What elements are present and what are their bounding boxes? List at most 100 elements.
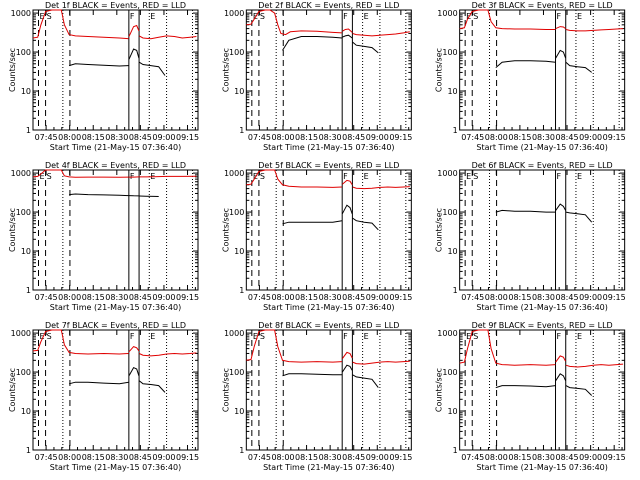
x-tick-label: 09:15	[603, 293, 626, 302]
x-axis-label: Start Time (21-May-15 07:36:40)	[263, 143, 394, 152]
y-tick-label: 100	[229, 208, 244, 217]
x-tick-label: 08:15	[82, 133, 105, 142]
series-events-line	[495, 60, 556, 68]
y-tick-label: 1000	[224, 169, 244, 178]
x-tick-label: 07:45	[461, 293, 484, 302]
series-lld-line	[139, 175, 197, 178]
panel-title: Det 9f BLACK = Events, RED = LLD	[472, 321, 613, 330]
y-tick-label: 100	[16, 368, 31, 377]
series-lld-line	[246, 169, 343, 188]
plot-frame	[245, 169, 412, 291]
series-events-line	[128, 366, 140, 377]
marker-label: E	[577, 172, 582, 181]
series-events-line	[282, 220, 343, 225]
x-tick-label: 09:00	[579, 293, 602, 302]
x-tick-label: 09:15	[603, 133, 626, 142]
y-tick-label: 1	[453, 286, 458, 295]
x-tick-label: 08:00	[271, 453, 294, 462]
marker-label: E	[466, 172, 471, 181]
marker-label: E	[150, 12, 155, 21]
series-lld-line	[341, 351, 353, 359]
marker-label: F	[343, 12, 348, 21]
plot-frame	[245, 329, 412, 451]
panel-title: Det 7f BLACK = Events, RED = LLD	[45, 321, 186, 330]
y-tick-label: 1	[239, 126, 244, 135]
panel-det-6: Det 6f BLACK = Events, RED = LLD 1 10 100 10…	[435, 161, 626, 312]
series-lld-line	[138, 35, 197, 40]
marker-label: F	[130, 332, 135, 341]
panel-title: Det 8f BLACK = Events, RED = LLD	[258, 321, 399, 330]
series-events-line	[342, 34, 353, 39]
marker-label: S	[473, 332, 478, 341]
series-lld-line	[342, 28, 353, 33]
x-tick-label: 08:30	[319, 453, 342, 462]
y-tick-label: 1	[26, 126, 31, 135]
x-tick-label: 08:45	[342, 133, 365, 142]
series-events-line	[138, 61, 166, 76]
x-axis-label: Start Time (21-May-15 07:36:40)	[50, 303, 181, 312]
series-events-line	[68, 63, 129, 67]
panel-det-3: Det 3f BLACK = Events, RED = LLD 1 10 100 10…	[435, 1, 626, 152]
x-tick-label: 08:30	[105, 133, 128, 142]
panel-det-4: Det 4f BLACK = Events, RED = LLD 1 10 100 10…	[8, 161, 199, 312]
x-tick-label: 08:30	[532, 133, 555, 142]
x-tick-label: 07:45	[35, 293, 58, 302]
marker-label: S	[473, 12, 478, 21]
y-tick-label: 1	[26, 286, 31, 295]
y-tick-label: 100	[229, 48, 244, 57]
y-tick-label: 10	[234, 87, 244, 96]
panel-title: Det 5f BLACK = Events, RED = LLD	[258, 161, 399, 170]
marker-label: F	[130, 12, 135, 21]
series-lld-line	[555, 26, 566, 30]
x-tick-label: 09:15	[176, 133, 199, 142]
marker-label: E	[364, 332, 369, 341]
y-axis-label: Counts/sec	[435, 368, 444, 412]
series-events-line	[68, 381, 129, 385]
marker-label: E	[40, 172, 45, 181]
x-tick-label: 08:45	[556, 293, 579, 302]
y-tick-label: 10	[21, 87, 31, 96]
marker-label: F	[557, 12, 562, 21]
panel-title: Det 2f BLACK = Events, RED = LLD	[258, 1, 399, 10]
x-tick-label: 09:00	[366, 453, 389, 462]
x-tick-label: 09:00	[366, 133, 389, 142]
x-tick-label: 08:00	[485, 293, 508, 302]
series-events-line	[282, 373, 342, 377]
panel-title: Det 1f BLACK = Events, RED = LLD	[45, 1, 186, 10]
y-tick-label: 1	[453, 126, 458, 135]
x-tick-label: 07:45	[461, 453, 484, 462]
marker-label: E	[150, 332, 155, 341]
series-events-line	[352, 41, 379, 54]
x-tick-label: 09:00	[579, 133, 602, 142]
series-events-line	[138, 380, 166, 393]
series-lld-line	[128, 346, 140, 353]
series-events-line	[565, 385, 593, 396]
x-axis-label: Start Time (21-May-15 07:36:40)	[476, 303, 607, 312]
y-tick-label: 10	[234, 407, 244, 416]
series-lld-line	[246, 9, 343, 36]
series-events-line	[555, 49, 567, 59]
x-tick-label: 08:30	[532, 293, 555, 302]
panel-det-5: Det 5f BLACK = Events, RED = LLD 1 10 100 10…	[221, 161, 412, 312]
x-tick-label: 08:00	[485, 133, 508, 142]
plot-frame	[32, 9, 199, 131]
y-tick-label: 100	[442, 48, 457, 57]
series-lld-line	[565, 28, 624, 32]
y-tick-label: 1	[239, 446, 244, 455]
x-tick-label: 09:15	[176, 293, 199, 302]
series-events-line	[495, 209, 556, 213]
panel-det-9: Det 9f BLACK = Events, RED = LLD 1 10 100 10…	[435, 321, 626, 472]
x-tick-label: 07:45	[35, 453, 58, 462]
series-events-line	[555, 373, 567, 381]
series-lld-line	[565, 363, 624, 368]
y-tick-label: 10	[447, 247, 457, 256]
x-tick-label: 08:00	[58, 133, 81, 142]
x-axis-label: Start Time (21-May-15 07:36:40)	[263, 463, 394, 472]
y-tick-label: 1000	[437, 9, 457, 18]
x-axis-label: Start Time (21-May-15 07:36:40)	[263, 303, 394, 312]
y-tick-label: 1000	[224, 329, 244, 338]
plot-frame	[245, 9, 412, 131]
y-tick-label: 1000	[437, 329, 457, 338]
x-axis-label: Start Time (21-May-15 07:36:40)	[50, 143, 181, 152]
